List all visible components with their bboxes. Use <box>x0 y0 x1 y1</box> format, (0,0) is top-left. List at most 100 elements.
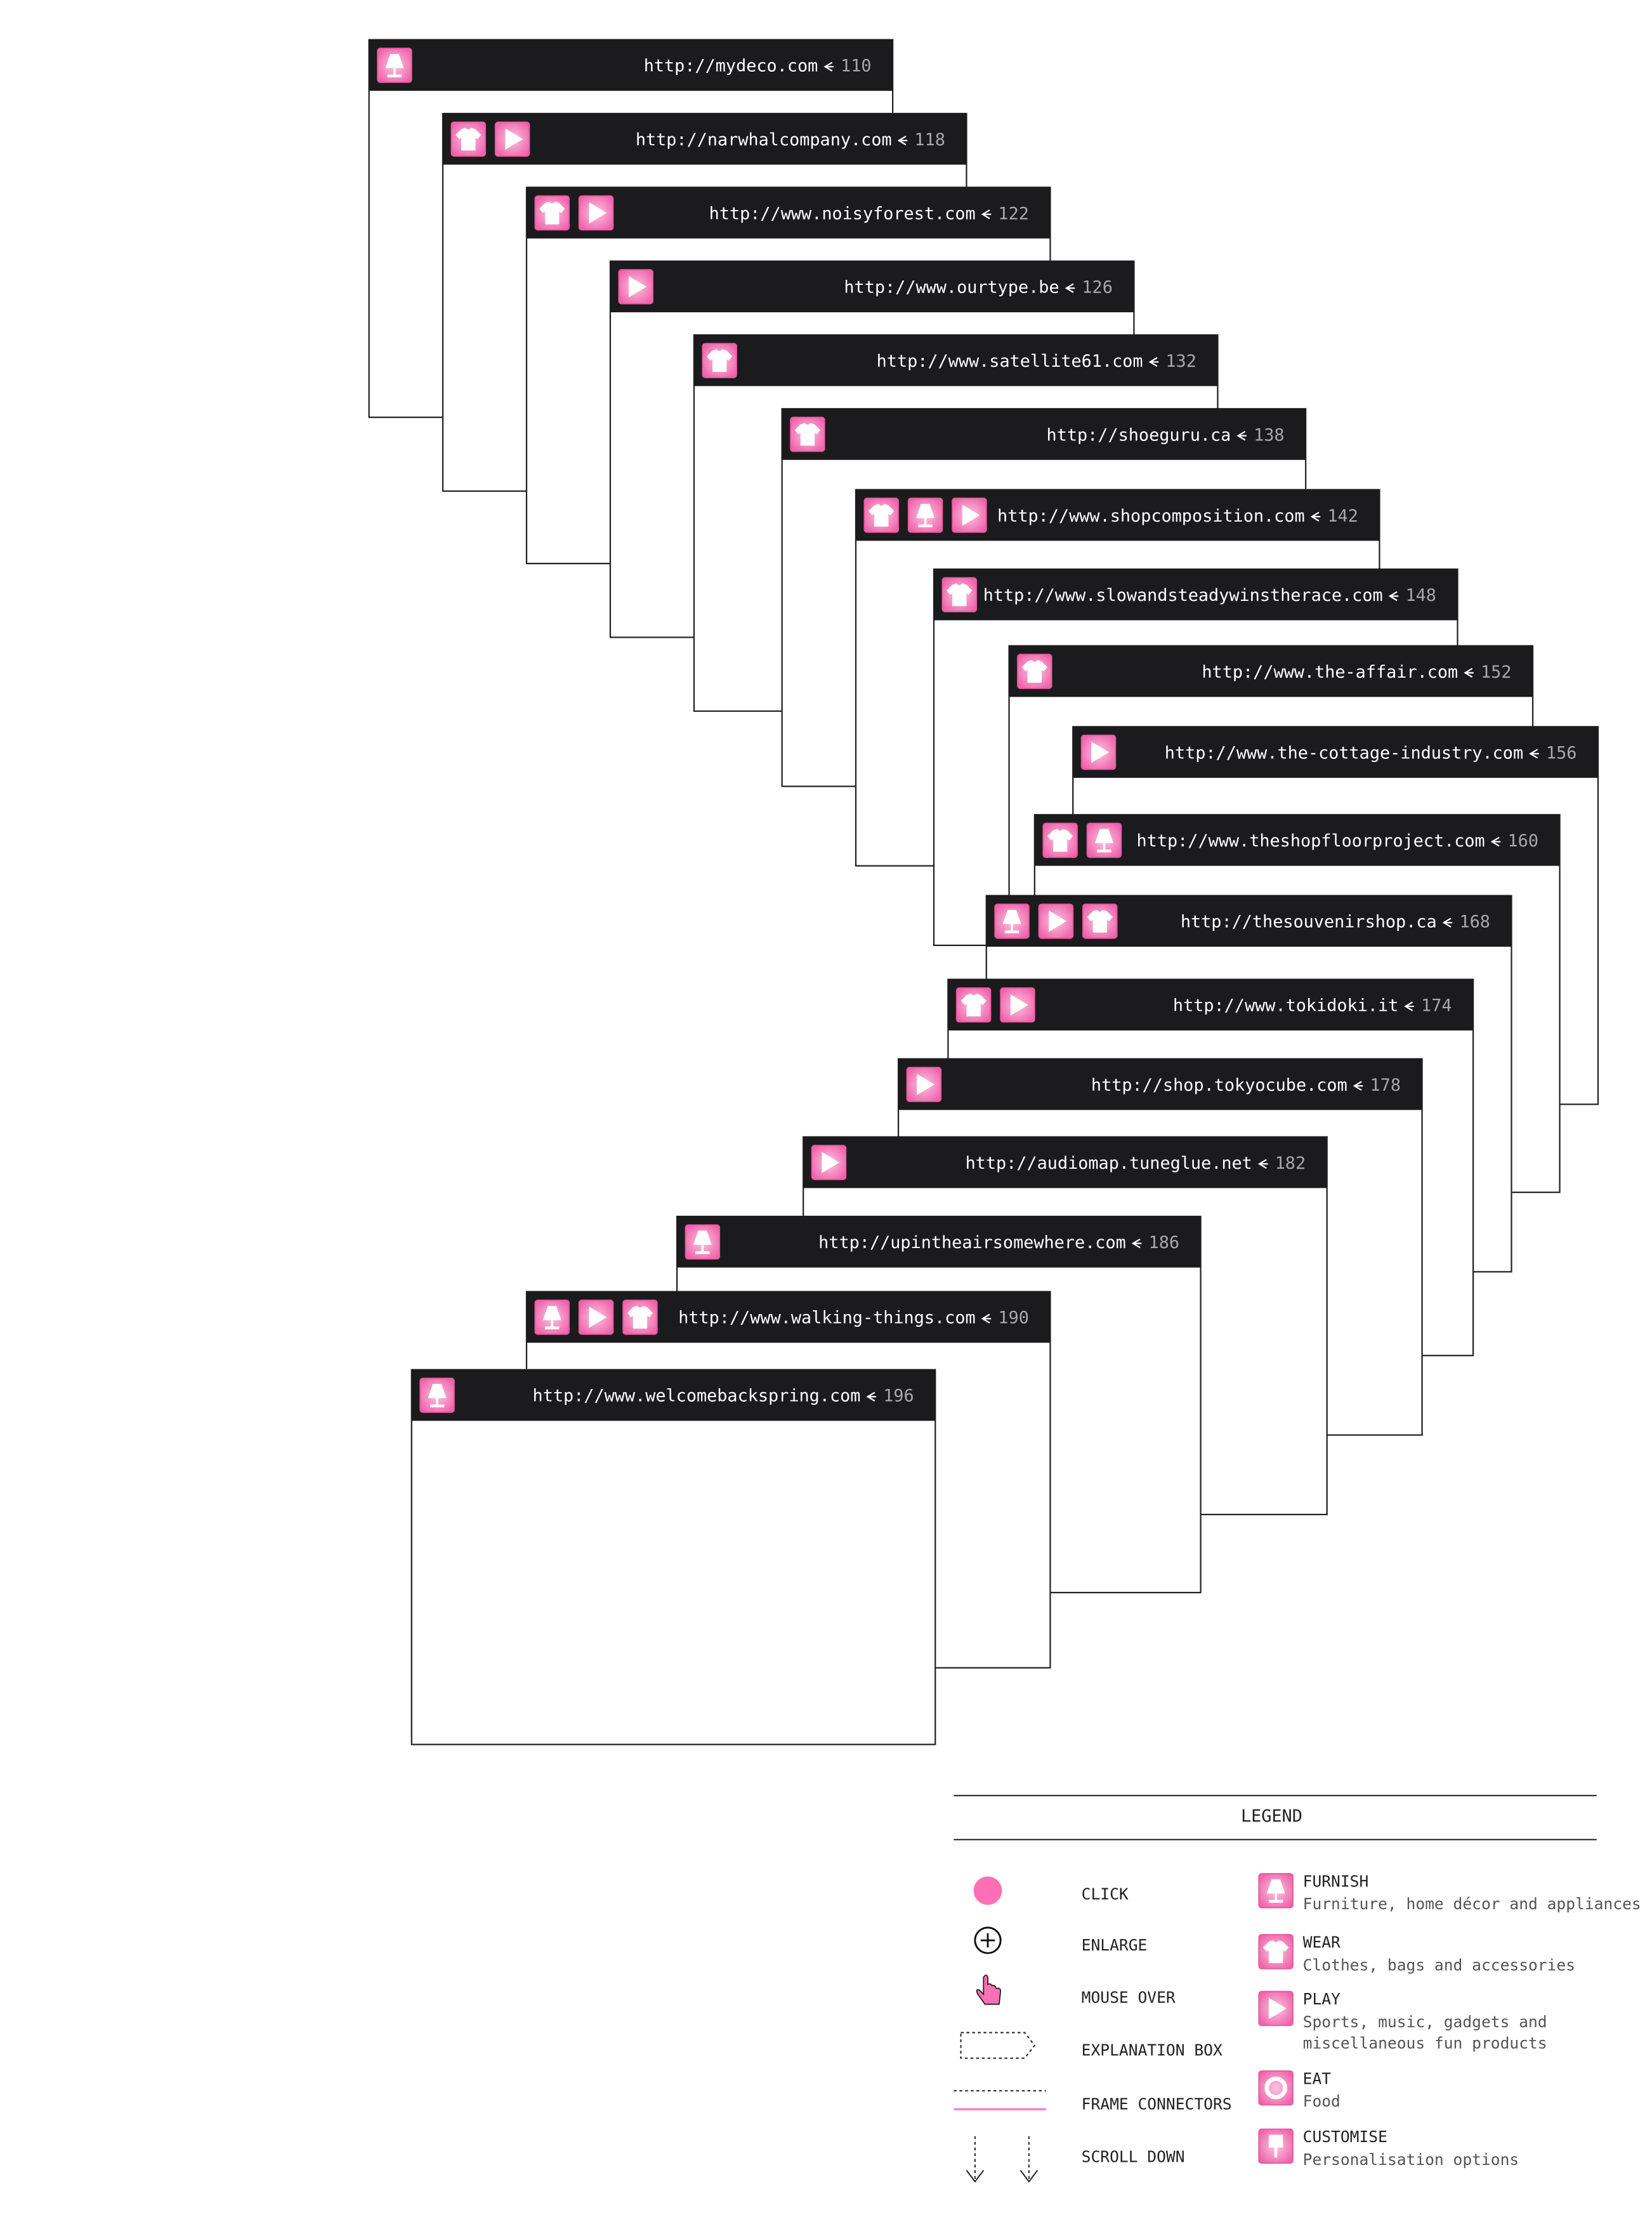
glyph <box>918 524 933 528</box>
url: http://thesouvenirshop.ca <box>1181 912 1437 932</box>
glyph <box>924 518 927 525</box>
legend: LEGEND CLICK ENLARGE MOUSE OVER EXPLANATION… <box>954 1794 1641 2183</box>
url: http://shoeguru.ca <box>1047 425 1231 445</box>
arrow <box>1236 431 1247 441</box>
page-number: 174 <box>1421 996 1452 1016</box>
legend-description: Food <box>1303 2092 1341 2110</box>
title-bar <box>1009 645 1533 697</box>
legend-description: Clothes, bags and accessories <box>1303 1956 1575 1974</box>
wear-icon <box>955 987 992 1023</box>
title-bar <box>526 187 1051 239</box>
glyph <box>947 583 973 607</box>
url: http://mydeco.com <box>644 56 818 76</box>
glyph <box>1004 930 1019 933</box>
legend-category: FURNISH <box>1303 1872 1369 1890</box>
page-number: 186 <box>1149 1233 1179 1253</box>
play-icon <box>618 269 653 305</box>
url: http://www.noisyforest.com <box>709 204 976 223</box>
explanation-box-icon <box>960 2032 1036 2059</box>
windows: 110 http://mydeco.com 118 http://narwhalcom… <box>368 39 1599 1746</box>
title-bar <box>610 261 1134 313</box>
wear-icon <box>702 343 737 378</box>
glyph <box>1275 1893 1277 1900</box>
wear-icon <box>1258 1934 1294 1970</box>
page-number: 138 <box>1254 425 1284 445</box>
furnish-icon <box>1258 1872 1294 1909</box>
arrow <box>823 62 834 72</box>
play-icon <box>1258 1990 1294 2027</box>
glyph <box>960 993 987 1016</box>
legend-description: Sports, music, gadgets and <box>1303 2013 1547 2031</box>
glyph <box>436 1398 438 1405</box>
play-icon <box>578 195 614 231</box>
glyph <box>1094 829 1113 843</box>
wear-icon <box>534 195 570 231</box>
arrow <box>1257 1159 1268 1169</box>
page-number: 110 <box>841 56 871 76</box>
glyph <box>1011 924 1013 931</box>
glyph <box>1049 911 1067 932</box>
glyph <box>1268 1997 1287 2020</box>
enlarge-icon <box>974 1926 1002 1954</box>
glyph <box>1097 849 1111 853</box>
glyph <box>551 1320 554 1327</box>
glyph <box>1268 1900 1283 1903</box>
play-icon <box>1038 904 1074 939</box>
legend-category: PLAY <box>1303 1990 1341 2008</box>
arrow <box>981 209 992 220</box>
arrow <box>1404 1001 1414 1011</box>
wear-icon <box>941 577 978 613</box>
arrow <box>1464 668 1474 678</box>
glyph <box>1264 2076 1288 2100</box>
wear-icon <box>622 1299 658 1335</box>
glyph <box>822 1152 840 1173</box>
wear-icon <box>790 416 825 452</box>
furnish-icon <box>1086 822 1122 858</box>
furnish-icon <box>419 1378 455 1413</box>
glyph <box>869 504 895 527</box>
arrow <box>1310 511 1321 522</box>
url: http://www.walking-things.com <box>678 1308 975 1328</box>
glyph <box>1047 829 1073 852</box>
title-bar <box>369 39 893 91</box>
glyph <box>916 504 935 518</box>
title-bar <box>526 1291 1051 1343</box>
arrow <box>981 1313 992 1324</box>
legend-action: FRAME CONNECTORS <box>1082 2095 1232 2114</box>
page-number: 196 <box>883 1386 914 1406</box>
title-bar <box>411 1369 936 1421</box>
glyph <box>1274 2147 1278 2158</box>
glyph <box>456 128 482 151</box>
eat-icon <box>1258 2070 1294 2106</box>
window-body <box>410 1369 936 1746</box>
arrow <box>1148 357 1159 367</box>
page-number: 126 <box>1082 278 1112 298</box>
glyph <box>794 423 821 446</box>
arrow <box>1442 917 1453 928</box>
glyph <box>1091 741 1110 763</box>
title-bar <box>934 569 1458 621</box>
url: http://www.welcomebackspring.com <box>533 1386 861 1406</box>
icon-bg <box>1258 2070 1294 2106</box>
click-icon <box>973 1876 1002 1905</box>
glyph <box>627 1306 653 1329</box>
glyph <box>693 1230 712 1245</box>
mouse-over-icon <box>976 1974 1002 2005</box>
furnish-icon <box>685 1224 721 1260</box>
glyph <box>1087 909 1113 933</box>
glyph <box>1002 909 1021 924</box>
legend-action: SCROLL DOWN <box>1082 2147 1185 2166</box>
glyph <box>505 128 523 150</box>
title-bar <box>677 1216 1201 1268</box>
glyph <box>387 74 402 77</box>
play-icon <box>1000 987 1035 1023</box>
arrow <box>1529 749 1539 759</box>
play-icon <box>578 1299 614 1335</box>
url: http://upintheairsomewhere.com <box>818 1233 1126 1253</box>
legend-action: ENLARGE <box>1082 1936 1148 1954</box>
title-bar <box>782 409 1306 460</box>
wear-icon <box>1082 904 1118 939</box>
legend-category: CUSTOMISE <box>1303 2127 1387 2146</box>
page-number: 152 <box>1481 662 1511 682</box>
title-bar <box>948 979 1474 1031</box>
